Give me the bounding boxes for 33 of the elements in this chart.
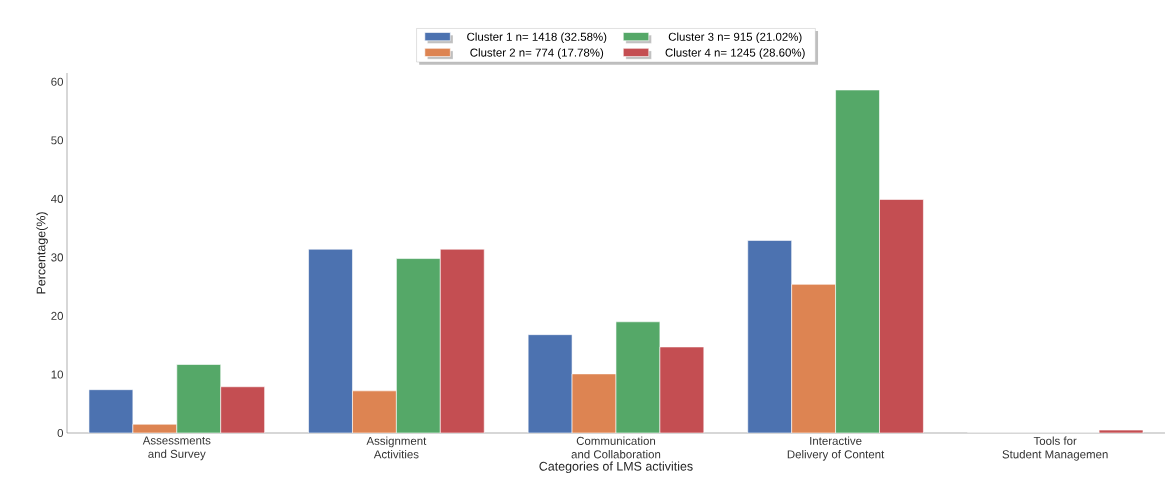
y-tick-label: 20 <box>51 311 64 320</box>
bar <box>220 386 265 433</box>
bar <box>615 321 661 433</box>
bar <box>527 334 573 433</box>
y-tick-label: 40 <box>51 194 64 203</box>
y-tick-label: 50 <box>51 136 64 145</box>
bar <box>88 389 134 433</box>
bar <box>396 258 441 433</box>
bar <box>791 284 836 433</box>
legend-label: Cluster 2 n= 774 (17.78%) <box>470 48 604 59</box>
x-tick-label: Interactive Delivery of Content <box>787 436 885 461</box>
bar <box>440 248 485 433</box>
bar <box>352 390 397 433</box>
bar <box>308 248 353 433</box>
x-tick-label: Communication and Collaboration <box>571 436 661 459</box>
bar <box>176 364 222 433</box>
x-tick-label: Assignment Activities <box>366 436 427 459</box>
legend-label: Cluster 1 n= 1418 (32.58%) <box>467 32 607 44</box>
y-axis-title: Percentage(%) <box>36 212 48 294</box>
bar <box>879 199 924 433</box>
bar <box>571 373 617 433</box>
legend-label: Cluster 3 n= 915 (21.02%) <box>668 32 802 44</box>
y-tick-label: 60 <box>51 77 64 86</box>
x-tick-label: Tools for Student Managemen <box>1002 436 1108 461</box>
y-tick-label: 0 <box>57 428 64 438</box>
y-tick-label: 10 <box>51 370 64 379</box>
bar <box>659 346 705 433</box>
x-axis-title: Categories of LMS activities <box>539 461 693 474</box>
bar <box>747 240 792 433</box>
bar <box>835 89 880 433</box>
legend-label: Cluster 4 n= 1245 (28.60%) <box>665 48 805 59</box>
x-tick-label: Assessments and Survey <box>142 436 211 461</box>
y-tick-label: 30 <box>51 253 64 262</box>
